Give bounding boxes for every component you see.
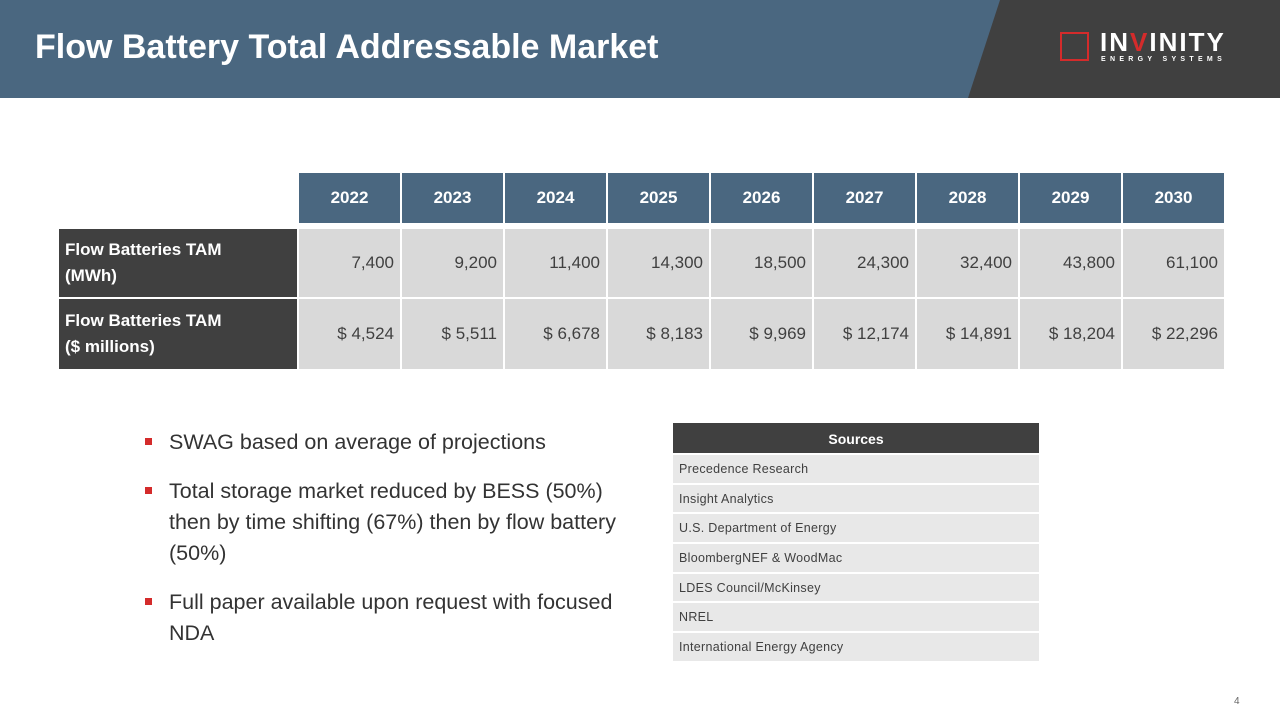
bullet-item: Full paper available upon request with f… [143,587,623,649]
source-item: LDES Council/McKinsey [673,573,1039,602]
table-spacer [59,223,1224,228]
tam-table: 2022 2023 2024 2025 2026 2027 2028 2029 … [59,173,1224,369]
header-blue-band [0,0,1000,98]
year-header: 2023 [400,173,504,223]
table-cell: $ 8,183 [606,297,710,369]
table-cell: 7,400 [297,227,401,298]
table-cell: $ 14,891 [915,297,1019,369]
source-item: International Energy Agency [673,633,1039,661]
table-cell: 9,200 [400,227,504,298]
year-header: 2025 [606,173,710,223]
page-number: 4 [1234,696,1240,707]
row-label: Flow Batteries TAM (MWh) [59,227,298,298]
invinity-logo: INVINITY ENERGY SYSTEMS [1058,27,1248,66]
table-cell: 24,300 [812,227,916,298]
bullet-square-icon [145,438,152,445]
sources-table: Sources Precedence Research Insight Anal… [673,423,1039,661]
bullet-item: SWAG based on average of projections [143,427,623,458]
year-header: 2022 [297,173,401,223]
year-header: 2024 [503,173,607,223]
table-cell: $ 4,524 [297,297,401,369]
table-cell: $ 9,969 [709,297,813,369]
source-item: NREL [673,603,1039,632]
table-cell: 14,300 [606,227,710,298]
table-cell: 18,500 [709,227,813,298]
table-cell: 61,100 [1121,227,1224,298]
sources-heading: Sources [673,423,1039,453]
bullet-list: SWAG based on average of projections Tot… [143,427,623,667]
year-header: 2030 [1121,173,1224,223]
header-dark-band [968,0,1280,98]
year-header: 2026 [709,173,813,223]
table-cell: $ 18,204 [1018,297,1122,369]
table-cell: 43,800 [1018,227,1122,298]
year-header: 2027 [812,173,916,223]
slide-header: Flow Battery Total Addressable Market IN… [0,0,1280,98]
logo-wordmark: INVINITY [1100,27,1226,57]
table-row: Flow Batteries TAM (MWh) 7,400 9,200 11,4… [59,227,1224,298]
table-cell: 32,400 [915,227,1019,298]
table-cell: $ 22,296 [1121,297,1224,369]
table-cell: 11,400 [503,227,607,298]
bullet-item: Total storage market reduced by BESS (50… [143,476,623,569]
table-row: Flow Batteries TAM ($ millions) $ 4,524 $… [59,297,1224,369]
year-header: 2028 [915,173,1019,223]
source-item: Precedence Research [673,455,1039,483]
table-cell: $ 5,511 [400,297,504,369]
slide-title: Flow Battery Total Addressable Market [35,28,659,66]
bullet-square-icon [145,487,152,494]
logo-square-icon [1060,32,1089,61]
source-item: BloombergNEF & WoodMac [673,544,1039,572]
year-header: 2029 [1018,173,1122,223]
source-item: Insight Analytics [673,484,1039,513]
bullet-square-icon [145,598,152,605]
logo-subtitle: ENERGY SYSTEMS [1101,56,1227,63]
table-cell: $ 6,678 [503,297,607,369]
row-label: Flow Batteries TAM ($ millions) [59,297,298,369]
source-item: U.S. Department of Energy [673,514,1039,543]
table-cell: $ 12,174 [812,297,916,369]
year-header-row: 2022 2023 2024 2025 2026 2027 2028 2029 … [59,173,1224,223]
table-corner [59,173,298,223]
